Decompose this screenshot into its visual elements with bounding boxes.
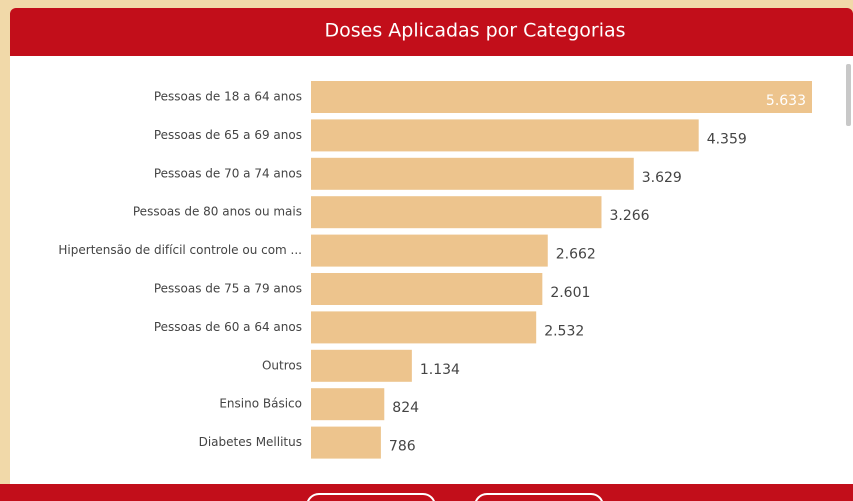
bar — [311, 81, 812, 113]
button[interactable] — [307, 493, 435, 501]
value-label: 2.601 — [550, 285, 590, 301]
value-label: 4.359 — [707, 131, 747, 147]
footer-bar — [0, 484, 853, 501]
category-label: Pessoas de 65 a 69 anos — [154, 128, 302, 142]
bar — [311, 273, 543, 305]
button[interactable] — [475, 493, 603, 501]
category-label: Outros — [262, 358, 302, 372]
category-label: Pessoas de 75 a 79 anos — [154, 282, 302, 296]
value-label: 2.662 — [556, 247, 596, 263]
scrollbar[interactable] — [846, 64, 851, 126]
bar — [311, 349, 412, 382]
bar — [311, 196, 602, 229]
bar — [311, 234, 548, 267]
value-label: 2.532 — [544, 323, 584, 339]
value-label: 786 — [389, 439, 416, 455]
value-label: 3.629 — [642, 170, 682, 186]
bar — [311, 119, 699, 152]
category-label: Diabetes Mellitus — [199, 435, 302, 449]
bar — [311, 426, 381, 459]
bar — [311, 157, 634, 190]
category-label: Hipertensão de difícil controle ou com .… — [58, 243, 302, 257]
category-label: Ensino Básico — [219, 397, 302, 411]
value-label: 5.633 — [766, 93, 806, 109]
category-label: Pessoas de 80 anos ou mais — [133, 205, 302, 219]
bar — [311, 388, 385, 421]
value-label: 824 — [392, 400, 419, 416]
bar — [311, 311, 537, 344]
chart-title: Doses Aplicadas por Categorias — [324, 20, 625, 42]
category-label: Pessoas de 70 a 74 anos — [154, 166, 302, 180]
category-label: Pessoas de 18 a 64 anos — [154, 90, 302, 104]
value-label: 1.134 — [420, 362, 460, 378]
category-label: Pessoas de 60 a 64 anos — [154, 320, 302, 334]
value-label: 3.266 — [609, 208, 649, 224]
header-bar-base — [10, 40, 853, 56]
